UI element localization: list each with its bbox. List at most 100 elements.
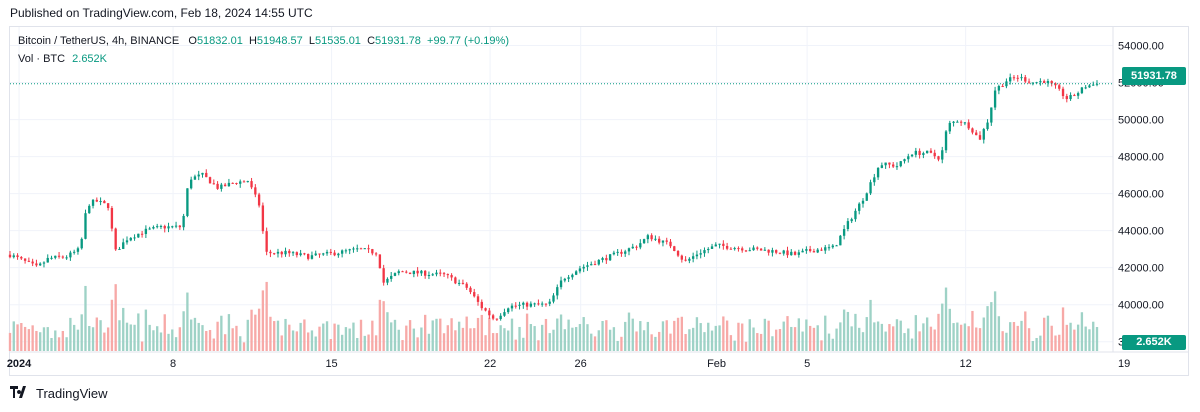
volume-bar (201, 325, 204, 351)
chart-frame[interactable] (9, 26, 1189, 376)
candle-body (733, 248, 736, 250)
candle-body (782, 250, 785, 254)
volume-bar (420, 327, 423, 351)
volume-bar (790, 326, 793, 351)
volume-bar (174, 337, 178, 351)
candle-body (27, 260, 31, 262)
candle-body (280, 251, 283, 255)
candle-body (888, 162, 891, 165)
candle-body (597, 259, 600, 265)
y-tick-label: 42000.00 (1118, 263, 1164, 275)
candle-body (529, 303, 533, 307)
candle-body (816, 249, 819, 253)
candle-body (865, 193, 868, 201)
candle-body (231, 182, 234, 184)
volume-bar (239, 336, 242, 351)
volume-bar (318, 326, 321, 351)
candle-body (322, 253, 325, 255)
candle-body (495, 318, 499, 320)
volume-bar (322, 323, 325, 351)
candle-body (114, 228, 117, 250)
volume-bar (627, 312, 631, 351)
change-value: +99.77 (+0.19%) (427, 35, 509, 47)
volume-bar (820, 340, 823, 351)
volume-bar (574, 327, 578, 351)
candle-body (314, 253, 317, 256)
volume-bar (993, 291, 997, 351)
volume-bar (925, 317, 929, 351)
volume-bar (888, 324, 891, 351)
volume-bar (1069, 322, 1072, 351)
candle-body (408, 272, 412, 275)
volume-legend[interactable]: Vol · BTC 2.652K (18, 53, 107, 65)
volume-bar (242, 342, 246, 351)
volume-bar (718, 325, 721, 351)
volume-bar (620, 336, 623, 351)
volume-bar (495, 333, 499, 351)
candle-body (703, 250, 706, 254)
candle-body (488, 310, 491, 316)
volume-bar (356, 337, 359, 351)
volume-bar (329, 339, 332, 351)
volume-bar (186, 292, 189, 351)
close-label: C (367, 35, 376, 47)
volume-bar (159, 332, 163, 351)
candle-body (876, 167, 880, 178)
candle-body (378, 254, 382, 269)
candle-body (465, 283, 468, 288)
candle-body (186, 188, 189, 216)
volume-bar (816, 325, 819, 351)
candle-body (620, 251, 623, 254)
candle-body (1065, 96, 1068, 100)
candle-body (744, 250, 748, 252)
candle-body (148, 228, 151, 230)
volume-bar (639, 321, 642, 351)
candle-body (1084, 87, 1087, 89)
symbol-title[interactable]: Bitcoin / TetherUS, 4h, BINANCE (18, 35, 180, 47)
volume-bar (269, 316, 272, 351)
y-tick-label: 54000.00 (1118, 41, 1164, 53)
volume-bar (982, 317, 985, 351)
volume-bar (469, 328, 472, 351)
candle-body (352, 248, 355, 250)
candle-body (710, 246, 714, 249)
candle-body (1042, 81, 1046, 83)
candle-body (1027, 81, 1031, 83)
candle-body (850, 219, 853, 222)
candle-body (963, 122, 967, 124)
volume-bar (1073, 329, 1076, 351)
volume-bar (465, 316, 468, 351)
candle-body (608, 254, 612, 261)
candle-body (133, 237, 136, 239)
volume-bar (197, 322, 200, 351)
volume-bar (1009, 322, 1012, 351)
candle-body (103, 201, 106, 204)
volume-bar (684, 334, 687, 351)
candle-body (469, 287, 472, 293)
candle-body (220, 184, 223, 189)
candle-body (171, 226, 174, 228)
candle-body (484, 308, 487, 311)
candle-body (356, 248, 359, 250)
candle-body (401, 271, 404, 273)
candle-body (72, 251, 76, 253)
candle-body (567, 277, 570, 279)
volume-bar (57, 337, 61, 351)
candle-body (665, 240, 668, 242)
volume-bar (227, 314, 231, 351)
volume-bar (461, 327, 465, 351)
volume-bar (601, 320, 604, 351)
candle-body (861, 200, 865, 204)
tradingview-brand[interactable]: TradingView (10, 386, 108, 401)
volume-bar (106, 327, 110, 351)
volume-bar (937, 313, 940, 351)
candle-body (152, 227, 155, 229)
volume-bar (941, 303, 944, 351)
volume-bar (597, 330, 600, 351)
candle-body (722, 243, 725, 246)
volume-bar (148, 324, 151, 351)
volume-bar (612, 327, 616, 351)
candle-body (125, 240, 129, 243)
candle-body (254, 187, 257, 195)
